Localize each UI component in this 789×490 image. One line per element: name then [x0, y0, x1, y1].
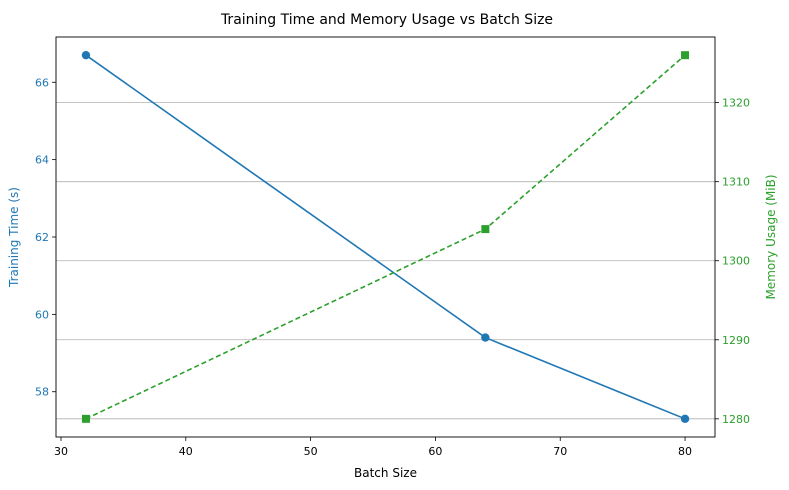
series-0-point: [680, 414, 690, 424]
series-0-point: [81, 50, 91, 60]
x-tick-label: 30: [54, 445, 68, 458]
y-right-tick-label: 1320: [722, 97, 750, 110]
x-tick-label: 60: [428, 445, 442, 458]
axes: 30 40 50 60 70 80 58 60 62 64 66 1280 1290 1300 1310 13…: [35, 76, 750, 458]
y-left-tick-label: 64: [35, 154, 49, 167]
series-0-point: [481, 333, 490, 342]
x-tick-label: 80: [678, 445, 692, 458]
grid: [56, 102, 715, 420]
series-1-point: [81, 414, 90, 423]
y-right-tick-label: 1290: [722, 334, 750, 347]
y-left-tick-label: 62: [35, 231, 49, 244]
series-1-point: [481, 225, 490, 234]
y-right-tick-label: 1310: [722, 176, 750, 189]
chart-title: Training Time and Memory Usage vs Batch …: [220, 12, 553, 28]
y-left-tick-label: 66: [35, 76, 49, 89]
series-group: [81, 50, 690, 424]
y-right-tick-label: 1280: [722, 413, 750, 426]
y-right-tick-label: 1300: [722, 255, 750, 268]
x-axis-label: Batch Size: [354, 466, 417, 480]
x-tick-label: 50: [304, 445, 318, 458]
x-tick-label: 70: [553, 445, 567, 458]
series-1-point: [681, 51, 690, 60]
x-tick-label: 40: [179, 445, 193, 458]
y-left-tick-label: 58: [35, 386, 49, 399]
y-left-tick-label: 60: [35, 308, 49, 321]
y-axis-left-label: Training Time (s): [7, 187, 21, 288]
y-axis-right-label: Memory Usage (MiB): [764, 174, 778, 299]
